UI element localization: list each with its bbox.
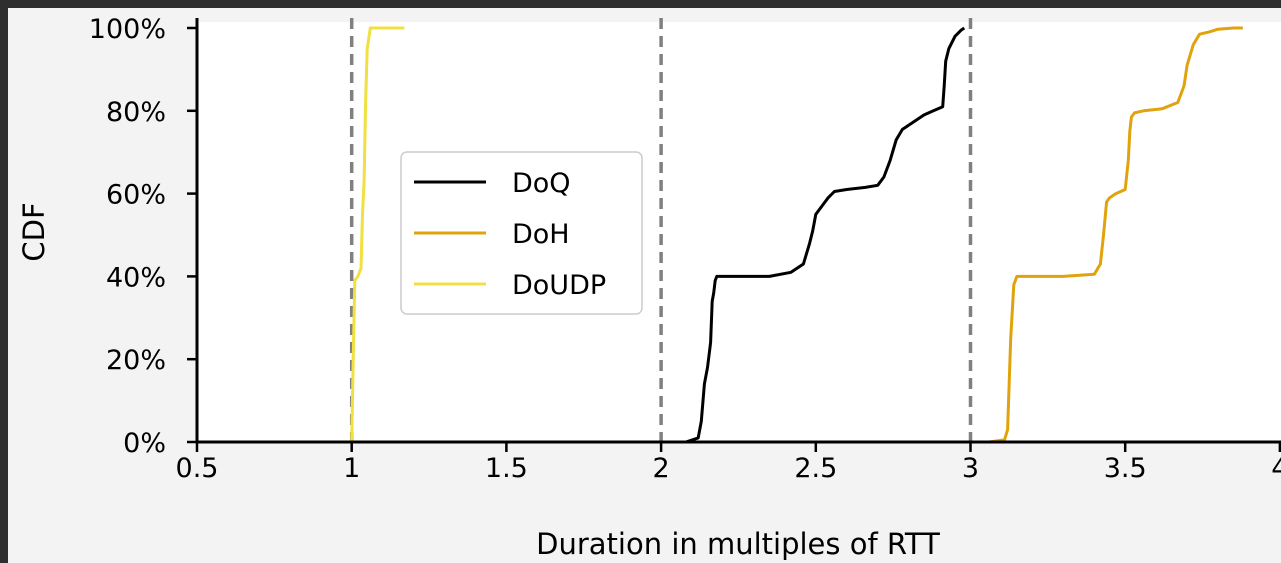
legend-label-doudp: DoUDP xyxy=(512,270,606,301)
series-line-doq xyxy=(685,26,966,444)
legend-box xyxy=(400,151,643,315)
series-line-doudp xyxy=(350,26,405,443)
legend-label-doq: DoQ xyxy=(512,168,571,199)
y-axis-ticks: 0% 20% 40% 60% 80% 100% xyxy=(89,14,197,459)
y-tick-label: 20% xyxy=(106,345,166,376)
y-tick-label: 80% xyxy=(106,97,166,128)
series-lines xyxy=(350,26,1243,444)
legend: DoQ DoH DoUDP xyxy=(400,151,643,315)
axes xyxy=(195,18,1281,444)
x-tick-label: 4 xyxy=(1271,453,1281,484)
legend-label-doh: DoH xyxy=(512,219,570,250)
x-tick-label: 1.5 xyxy=(485,453,528,484)
x-tick-label: 2.5 xyxy=(794,453,837,484)
y-tick-label: 60% xyxy=(106,180,166,211)
x-tick-label: 3 xyxy=(962,453,979,484)
x-axis-ticks: 0.5 1 1.5 2 2.5 3 3.5 4 xyxy=(176,442,1281,484)
series-line-doh xyxy=(988,26,1243,444)
plot-area xyxy=(197,22,1281,442)
y-tick-label: 40% xyxy=(106,262,166,293)
x-tick-label: 0.5 xyxy=(176,453,219,484)
x-tick-label: 3.5 xyxy=(1104,453,1147,484)
y-tick-label: 0% xyxy=(123,428,166,459)
x-axis-label: Duration in multiples of RTT xyxy=(536,527,940,561)
x-tick-label: 1 xyxy=(343,453,360,484)
y-tick-label: 100% xyxy=(89,14,166,45)
x-tick-label: 2 xyxy=(653,453,670,484)
y-axis-label: CDF xyxy=(17,202,51,261)
